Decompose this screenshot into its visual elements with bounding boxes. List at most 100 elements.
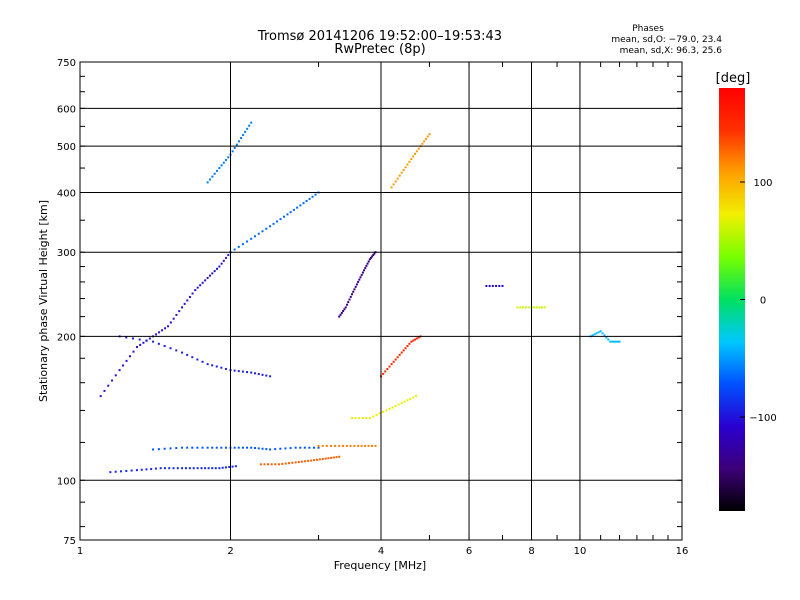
data-point: [175, 447, 178, 450]
data-point: [138, 338, 141, 341]
y-axis: 75 100 200 300 400 500 600 750: [57, 58, 682, 547]
data-point: [122, 364, 125, 367]
data-point: [118, 369, 121, 372]
data-point: [261, 447, 264, 450]
data-point: [265, 374, 268, 377]
data-point: [214, 467, 217, 470]
data-point: [206, 181, 209, 184]
data-point: [406, 399, 409, 402]
data-point: [186, 446, 189, 449]
data-point: [292, 208, 295, 211]
data-point: [414, 152, 417, 155]
data-point: [196, 286, 199, 289]
data-point: [311, 195, 314, 198]
data-point: [403, 400, 406, 403]
data-point: [161, 329, 164, 332]
data-point: [371, 255, 374, 258]
data-point: [372, 415, 375, 418]
colorbar-tick-label: −100: [749, 413, 776, 424]
data-point: [248, 124, 251, 127]
data-point: [191, 292, 194, 295]
data-point: [402, 349, 405, 352]
data-point: [269, 225, 272, 228]
data-point: [485, 284, 488, 287]
data-point: [169, 347, 172, 350]
y-axis-label: Stationary phase Virtual Height [km]: [37, 200, 50, 402]
data-point: [250, 446, 253, 449]
data-point: [192, 467, 195, 470]
data-point: [213, 172, 216, 175]
data-point: [169, 321, 172, 324]
data-point: [488, 284, 491, 287]
data-point: [233, 248, 236, 251]
data-point: [233, 446, 236, 449]
data-point: [371, 444, 374, 447]
data-point: [157, 342, 160, 345]
data-point: [388, 407, 391, 410]
data-point: [150, 467, 153, 470]
data-point: [404, 347, 407, 350]
data-point: [415, 150, 418, 153]
data-point: [428, 133, 431, 136]
data-point: [382, 372, 385, 375]
data-point: [339, 313, 342, 316]
data-point: [369, 256, 372, 259]
data-point: [317, 446, 320, 449]
data-point: [159, 467, 162, 470]
data-point: [398, 353, 401, 356]
data-point: [364, 267, 367, 270]
data-point: [216, 267, 219, 270]
y-tick-label: 300: [57, 248, 76, 259]
data-point: [378, 412, 381, 415]
y-tick-label: 750: [57, 58, 76, 69]
chart-subtitle: RwPretec (8p): [334, 42, 425, 57]
data-point: [191, 356, 194, 359]
data-point: [408, 160, 411, 163]
data-point: [221, 466, 224, 469]
data-point: [241, 446, 244, 449]
data-point: [284, 447, 287, 450]
data-point: [360, 273, 363, 276]
data-point: [424, 137, 427, 140]
data-point: [125, 469, 128, 472]
data-point: [140, 468, 143, 471]
data-point: [163, 345, 166, 348]
data-point: [287, 462, 290, 465]
data-point: [364, 444, 367, 447]
data-point: [244, 130, 247, 133]
data-point: [357, 280, 360, 283]
data-point: [158, 331, 161, 334]
data-point: [216, 169, 219, 172]
data-point: [289, 211, 292, 214]
data-point: [603, 334, 606, 337]
data-point: [409, 397, 412, 400]
data-point: [215, 446, 218, 449]
data-point: [163, 467, 166, 470]
data-point: [237, 245, 240, 248]
data-point: [276, 220, 279, 223]
stats-heading: Phases: [632, 24, 664, 34]
data-point: [519, 306, 522, 309]
data-point: [169, 447, 172, 450]
data-point: [351, 293, 354, 296]
data-point: [206, 363, 209, 366]
data-point: [365, 264, 368, 267]
data-point: [611, 340, 614, 343]
data-point: [365, 416, 368, 419]
x-tick-label: 16: [676, 546, 689, 557]
data-point: [360, 444, 363, 447]
data-point: [139, 343, 142, 346]
data-point: [343, 308, 346, 311]
data-point: [338, 444, 341, 447]
data-point: [224, 466, 227, 469]
data-point: [270, 463, 273, 466]
data-point: [231, 150, 234, 153]
data-point: [368, 258, 371, 261]
data-point: [246, 127, 249, 130]
data-point: [286, 213, 289, 216]
data-point: [338, 455, 341, 458]
data-point: [199, 284, 202, 287]
data-point: [299, 446, 302, 449]
data-point: [208, 274, 211, 277]
